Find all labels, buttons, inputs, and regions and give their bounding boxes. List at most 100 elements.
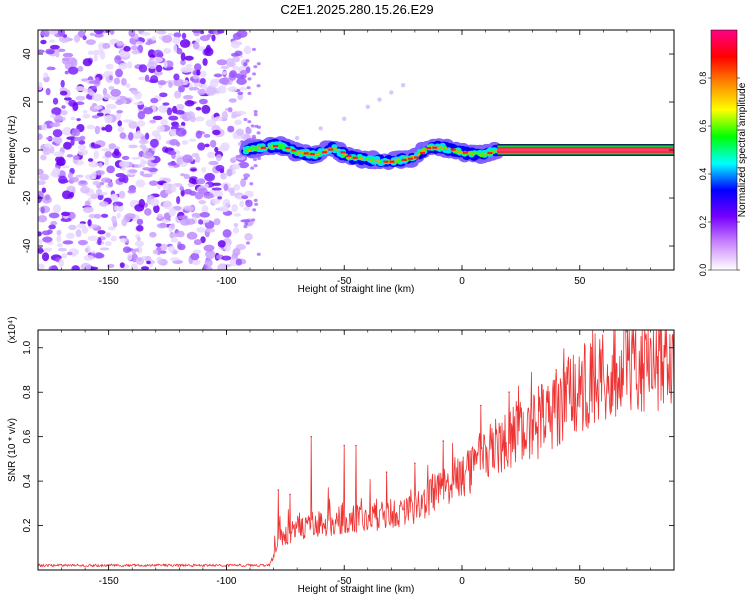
noise-blob xyxy=(209,78,219,88)
noise-blob xyxy=(69,191,74,198)
noise-blob xyxy=(83,255,95,261)
noise-blob xyxy=(42,236,53,243)
trace-peak xyxy=(389,160,395,163)
x-tick-label: -50 xyxy=(337,276,352,287)
noise-blob xyxy=(206,33,213,38)
noise-blob xyxy=(142,173,153,178)
noise-blob xyxy=(239,87,248,91)
noise-blob xyxy=(38,168,44,176)
trace-core xyxy=(373,160,376,163)
noise-blob xyxy=(201,166,207,173)
noise-blob xyxy=(47,66,53,71)
snr-spike xyxy=(343,444,346,447)
noise-blob xyxy=(200,236,206,244)
noise-blob xyxy=(101,148,112,152)
noise-blob xyxy=(214,146,219,153)
noise-blob xyxy=(218,77,229,85)
noise-blob xyxy=(176,195,181,205)
trace-core xyxy=(297,151,300,154)
noise-blob xyxy=(138,64,148,73)
noise-blob xyxy=(182,95,194,100)
noise-blob xyxy=(101,127,106,131)
noise-blob xyxy=(252,157,257,162)
noise-blob xyxy=(181,140,189,145)
trace-core xyxy=(394,158,397,161)
snr-spike xyxy=(590,346,593,349)
noise-blob xyxy=(75,95,86,101)
noise-blob xyxy=(131,90,139,95)
noise-blob xyxy=(197,219,203,225)
noise-blob xyxy=(199,70,207,78)
noise-blob xyxy=(56,161,65,166)
noise-blob xyxy=(213,218,221,226)
y-tick-label: 0.6 xyxy=(22,429,33,443)
noise-blob xyxy=(163,47,172,54)
noise-blob xyxy=(249,182,254,186)
noise-blob xyxy=(245,200,250,204)
noise-blob xyxy=(245,127,252,135)
noise-blob xyxy=(169,139,179,146)
noise-blob xyxy=(49,39,55,43)
noise-blob xyxy=(156,125,165,133)
noise-blob xyxy=(56,229,62,236)
noise-blob xyxy=(150,75,159,84)
noise-blob xyxy=(251,218,256,222)
trace-core xyxy=(318,152,321,155)
noise-blob xyxy=(56,235,62,243)
noise-blob xyxy=(106,263,115,269)
steady-band-center xyxy=(497,148,674,152)
noise-blob xyxy=(192,74,199,80)
noise-blob xyxy=(73,155,80,160)
noise-blob xyxy=(143,107,154,115)
trace-core xyxy=(448,148,451,150)
noise-blob xyxy=(130,45,138,51)
noise-blob xyxy=(211,34,216,42)
noise-blob xyxy=(239,69,249,75)
noise-blob xyxy=(104,114,113,124)
noise-blob xyxy=(194,63,202,72)
noise-blob xyxy=(151,36,156,41)
snr-spike xyxy=(355,444,357,447)
noise-blob xyxy=(182,154,193,164)
trace-peak xyxy=(322,151,328,154)
noise-blob xyxy=(128,144,138,149)
noise-blob xyxy=(95,76,100,85)
noise-blob xyxy=(155,243,163,247)
noise-blob xyxy=(173,73,180,81)
trace-peak xyxy=(462,151,468,154)
colorbar-tick-label: 0.4 xyxy=(698,168,708,181)
trace-core xyxy=(459,152,462,154)
noise-blob xyxy=(167,151,177,156)
noise-blob xyxy=(234,119,242,126)
noise-blob xyxy=(113,146,120,150)
noise-blob xyxy=(144,255,152,263)
noise-blob xyxy=(232,66,240,71)
noise-blob xyxy=(243,225,248,229)
noise-blob xyxy=(61,190,72,200)
trace-peak xyxy=(420,151,426,155)
noise-blob xyxy=(38,195,43,204)
noise-blob xyxy=(191,79,202,84)
noise-blob xyxy=(195,106,202,111)
noise-blob xyxy=(61,211,71,217)
noise-blob xyxy=(144,208,152,216)
noise-blob xyxy=(252,72,257,76)
noise-blob xyxy=(158,258,168,266)
noise-blob xyxy=(45,48,55,55)
noise-blob xyxy=(231,203,238,213)
spectrogram-panel: -150 -100 -50 0 50 -40 -20 0 20 40 Height of stra… xyxy=(7,29,675,295)
noise-blob xyxy=(82,88,88,93)
noise-blob xyxy=(45,87,51,96)
noise-blob xyxy=(52,97,59,105)
noise-blob xyxy=(139,144,147,149)
trace-core xyxy=(423,149,426,152)
trace-core xyxy=(347,157,350,160)
noise-blob xyxy=(232,226,240,234)
noise-blob xyxy=(131,156,140,160)
noise-blob xyxy=(178,85,185,93)
noise-blob xyxy=(233,222,239,228)
noise-blob xyxy=(169,233,179,238)
noise-blob xyxy=(41,252,50,262)
noise-blob xyxy=(132,132,141,140)
noise-blob xyxy=(235,154,243,159)
